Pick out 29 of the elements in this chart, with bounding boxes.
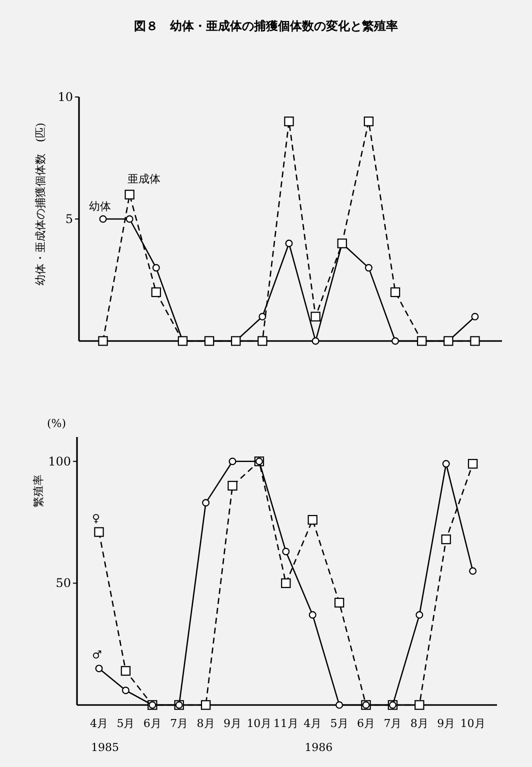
y-axis-title: 繁殖率 xyxy=(32,474,45,508)
x-tick-label: 6月 xyxy=(143,717,162,730)
chart-title: 図８ 幼体・亜成体の捕獲個体数の変化と繁殖率 xyxy=(134,19,398,33)
y-tick-label: 100 xyxy=(48,454,71,468)
text: 1986 xyxy=(304,741,333,754)
y-tick-label: 50 xyxy=(56,576,71,590)
x-tick-label: 4月 xyxy=(304,717,322,730)
y-tick-label: 10 xyxy=(58,90,73,104)
x-tick-label: 8月 xyxy=(196,717,215,730)
x-tick-label: 5月 xyxy=(116,717,135,730)
series-label: 幼体 xyxy=(89,200,111,213)
x-tick-label: 7月 xyxy=(170,717,188,730)
series-label: 亜成体 xyxy=(128,172,161,186)
text: 1985 xyxy=(91,741,119,754)
x-tick-label: 8月 xyxy=(410,717,428,730)
x-tick-label: 10月 xyxy=(246,717,272,730)
series-label: ♂ xyxy=(92,648,102,662)
x-tick-label: 11月 xyxy=(273,717,298,730)
x-tick-label: 9月 xyxy=(224,717,242,730)
y-tick-label: 5 xyxy=(65,212,73,226)
series-label: ♀ xyxy=(92,512,100,526)
x-tick-label: 6月 xyxy=(357,717,375,730)
y-axis-title: 幼体・亜成体の捕獲個体数 (匹) xyxy=(34,122,47,286)
text: (%) xyxy=(47,417,66,430)
x-tick-label: 4月 xyxy=(90,717,108,730)
x-tick-label: 5月 xyxy=(330,717,348,730)
x-tick-label: 7月 xyxy=(384,717,402,730)
x-tick-label: 10月 xyxy=(460,717,486,730)
x-tick-label: 9月 xyxy=(437,717,456,730)
